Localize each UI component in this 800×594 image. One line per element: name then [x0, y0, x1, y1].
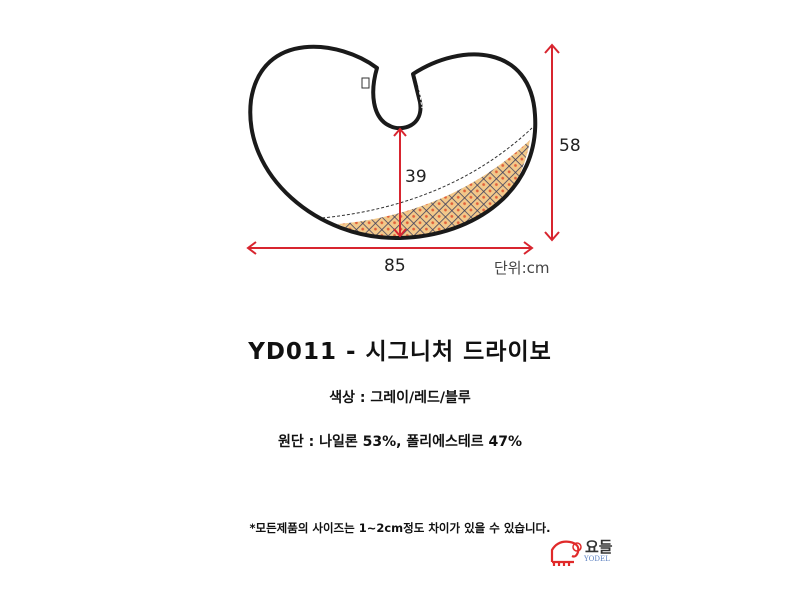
unit-label: 단위:cm [494, 259, 550, 277]
brand-name-en: YODEL [584, 555, 610, 563]
height-arrow [544, 43, 560, 242]
snap-tab [361, 77, 370, 89]
material-info: 원단 : 나일론 53%, 폴리에스테르 47% [278, 434, 522, 450]
stitch-line [321, 127, 533, 219]
product-title: YD011 - 시그니처 드라이보 [248, 339, 552, 365]
bib-outline [248, 44, 538, 241]
color-options: 색상 : 그레이/레드/블루 [329, 390, 471, 406]
height-label: 58 [559, 136, 581, 156]
size-disclaimer: *모든제품의 사이즈는 1~2cm정도 차이가 있을 수 있습니다. [249, 521, 551, 535]
brand-name-ko: 요들 [585, 538, 613, 556]
snap-strip [417, 81, 423, 109]
bib-body [248, 44, 538, 241]
bib-pattern-trim [338, 140, 530, 238]
elephant-logo-icon [550, 540, 582, 566]
neck-depth-label: 39 [405, 167, 427, 187]
width-label: 85 [384, 256, 406, 276]
neck-depth-arrow [393, 127, 407, 238]
bib-size-diagram: 58 39 85 단위:cm [246, 43, 581, 277]
width-arrow [246, 241, 534, 255]
